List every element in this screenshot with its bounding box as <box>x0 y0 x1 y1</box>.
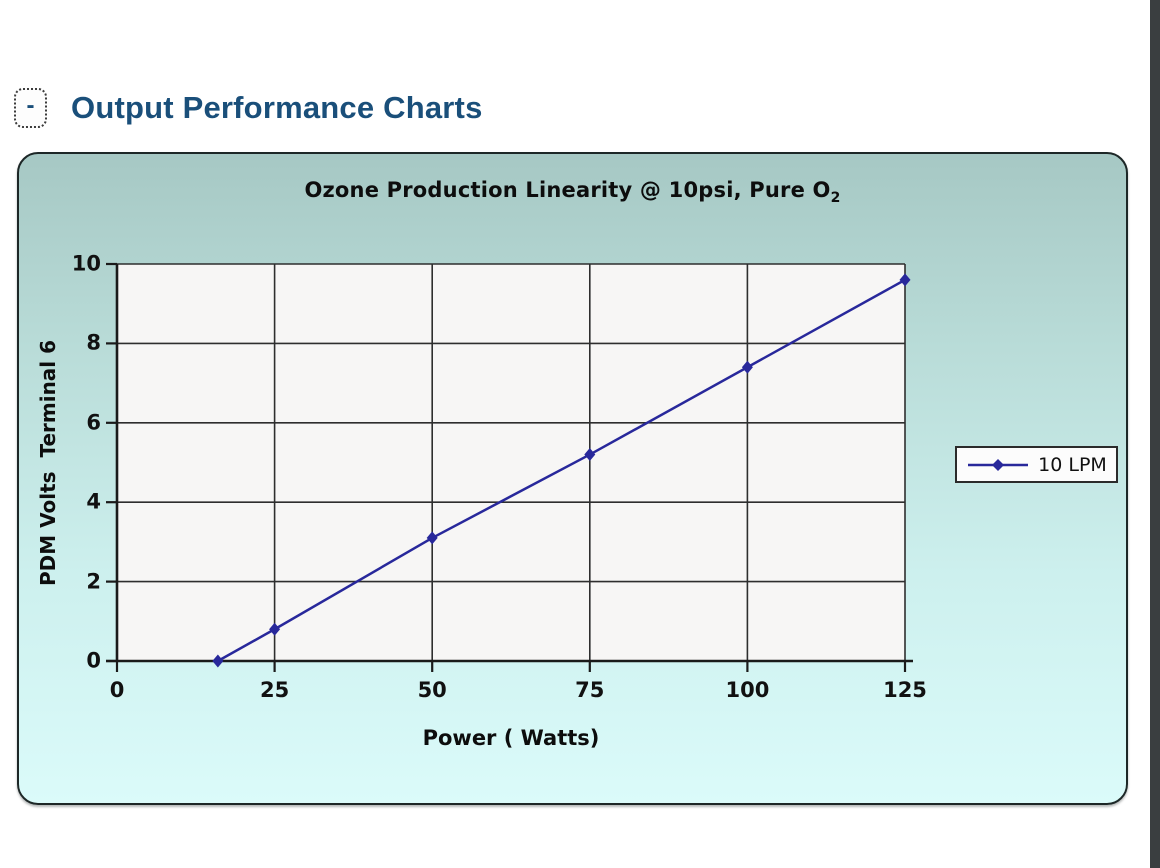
y-axis-tick-label: 6 <box>86 410 101 435</box>
x-axis-tick-label: 50 <box>417 678 447 702</box>
plot-svg <box>106 262 913 672</box>
data-point-marker <box>741 360 753 374</box>
data-point-marker <box>584 448 596 462</box>
y-axis-tick-label: 0 <box>86 648 101 673</box>
y-axis-tick-label: 10 <box>71 251 101 276</box>
plot-background <box>117 264 905 661</box>
data-point-marker <box>899 273 911 287</box>
legend-entry-label: 10 LPM <box>1038 453 1107 476</box>
x-axis-tick-label: 100 <box>725 678 770 702</box>
x-axis-tick-label: 75 <box>575 678 605 702</box>
legend-diamond-icon <box>992 458 1005 471</box>
legend: 10 LPM <box>955 446 1118 483</box>
collapse-section-button[interactable]: - <box>14 88 47 128</box>
series-line <box>217 278 906 663</box>
plot-area <box>106 262 913 672</box>
chart-title-text: Ozone Production Linearity @ 10psi, Pure… <box>304 178 831 202</box>
legend-series-marker-icon <box>968 458 1029 471</box>
chart-title-subscript: 2 <box>830 190 841 207</box>
section-title: Output Performance Charts <box>71 90 483 125</box>
data-point-marker <box>212 654 224 668</box>
y-axis-tick-labels: 0 2 4 6 8 10 <box>19 154 117 803</box>
y-axis-tick-label: 2 <box>86 569 101 594</box>
x-axis-tick-label: 125 <box>883 678 927 702</box>
chart-panel: Ozone Production Linearity @ 10psi, Pure… <box>17 152 1128 805</box>
x-axis-tick-label: 25 <box>259 678 290 702</box>
y-axis-tick-label: 8 <box>86 330 101 355</box>
x-axis-title: Power ( Watts) <box>422 726 600 750</box>
chart-title: Ozone Production Linearity @ 10psi, Pure… <box>19 178 1126 206</box>
data-point-marker <box>269 622 281 636</box>
window-edge-strip <box>1150 0 1160 868</box>
y-axis-tick-label: 4 <box>86 489 101 514</box>
minus-icon: - <box>26 92 35 119</box>
data-point-marker <box>426 531 438 545</box>
